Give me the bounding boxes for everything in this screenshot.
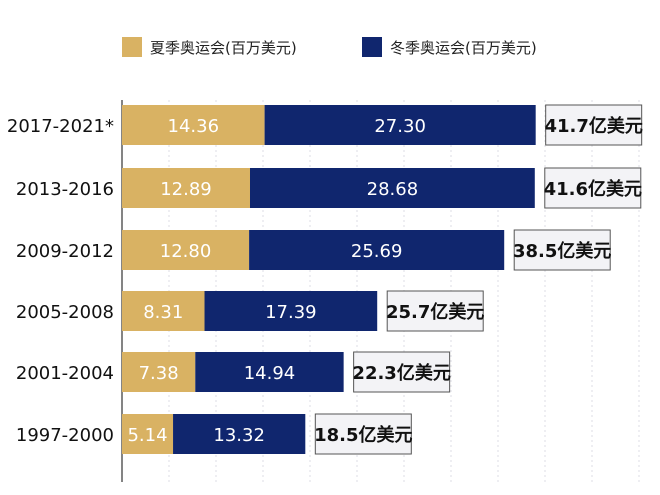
legend-swatch-0 [122,37,142,57]
total-box [544,167,642,209]
legend-label-1: 冬季奥运会(百万美元) [390,39,537,57]
category-label: 2005-2008 [16,302,114,323]
legend-label-0: 夏季奥运会(百万美元) [150,39,297,57]
category-label: 1997-2000 [16,425,114,446]
bar-value-label: 14.94 [244,363,296,384]
bar-value-label: 8.31 [143,302,183,323]
bar-value-label: 28.68 [367,179,419,200]
bar-value-label: 13.32 [213,425,265,446]
bar-segment-1 [204,291,378,331]
bar-value-label: 14.36 [168,116,220,137]
category-label: 2009-2012 [16,241,114,262]
bar-value-label: 17.39 [265,302,317,323]
total-label: 38.5亿美元 [513,240,611,262]
bar-segment-0 [122,291,205,331]
bar-segment-0 [122,414,174,454]
bar-value-label: 12.80 [160,241,212,262]
total-label: 18.5亿美元 [314,424,412,446]
total-label: 41.7亿美元 [544,115,642,137]
total-box [513,229,611,271]
bar-value-label: 12.89 [160,179,212,200]
total-box [386,290,484,332]
total-label: 25.7亿美元 [386,301,484,323]
bar-segment-0 [122,230,250,270]
bar-value-label: 7.38 [139,363,179,384]
total-box [353,351,451,393]
bar-value-label: 27.30 [374,116,426,137]
total-label: 22.3亿美元 [352,362,450,384]
bar-segment-0 [122,105,265,145]
category-label: 2001-2004 [16,363,114,384]
total-box [314,413,412,455]
bar-segment-1 [195,352,344,392]
bar-segment-1 [249,230,505,270]
bar-segment-0 [122,168,250,208]
total-label: 41.6亿美元 [544,178,642,200]
category-label: 2013-2016 [16,179,114,200]
total-box [545,104,643,146]
bar-value-label: 25.69 [351,241,403,262]
bar-segment-1 [249,168,535,208]
category-label: 2017-2021* [7,116,114,137]
bar-segment-1 [173,414,306,454]
legend-swatch-1 [362,37,382,57]
bar-segment-1 [264,105,536,145]
bar-segment-0 [122,352,196,392]
bar-value-label: 5.14 [127,425,167,446]
